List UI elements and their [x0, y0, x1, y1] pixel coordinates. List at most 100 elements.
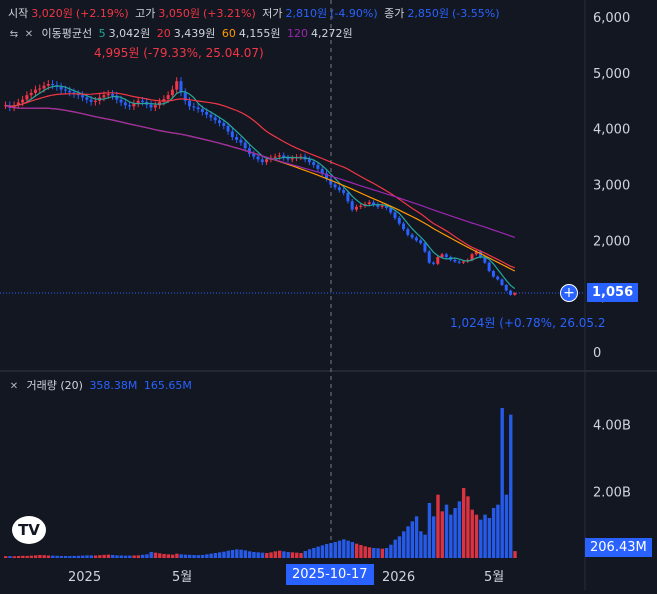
volume-bar — [389, 544, 393, 558]
candle — [51, 84, 55, 86]
candle — [200, 109, 204, 112]
volume-tag: 206.43M — [585, 538, 652, 557]
volume-bar — [444, 504, 449, 558]
ma-5-line — [5, 85, 516, 290]
candle — [290, 158, 294, 160]
candle — [93, 100, 97, 102]
volume-bar — [98, 555, 102, 558]
volume-bar — [230, 550, 235, 558]
volume-bar — [89, 555, 93, 558]
volume-legend: ✕ 거래량 (20) 358.38M 165.65M — [8, 377, 195, 393]
volume-bar — [123, 555, 128, 558]
close-value: 2,850원 — [407, 7, 449, 20]
volume-bar — [286, 552, 290, 558]
candle — [453, 259, 457, 262]
add-alert-plus-icon[interactable]: + — [560, 284, 578, 302]
volume-bar — [329, 543, 333, 558]
volume-bar — [359, 545, 363, 558]
high-label: 고가 — [135, 7, 156, 20]
ma-120-line — [5, 105, 515, 238]
volume-bar — [453, 508, 457, 558]
candle — [483, 257, 487, 263]
high-value: 3,050원 — [158, 7, 200, 20]
volume-bar — [414, 516, 419, 558]
ma-60-line — [5, 105, 516, 272]
candle — [179, 81, 183, 93]
ma-20-period: 20 — [156, 27, 171, 40]
volume-bar — [162, 554, 166, 558]
price-tick-label: 3,000 — [593, 179, 630, 194]
candle — [427, 251, 431, 263]
volume-bar — [128, 555, 132, 558]
open-label: 시작 — [8, 7, 29, 20]
candle — [38, 88, 42, 90]
volume-bar — [265, 553, 269, 558]
volume-bar — [303, 551, 307, 558]
candle — [500, 279, 504, 285]
candle — [16, 102, 20, 106]
volume-bar — [496, 504, 500, 558]
volume-bar — [196, 555, 200, 558]
volume-bar — [106, 554, 111, 558]
volume-bar — [188, 554, 192, 558]
tradingview-logo-icon: TV — [12, 516, 46, 544]
candle — [299, 156, 303, 158]
volume-bar — [192, 555, 196, 558]
volume-bar — [218, 552, 222, 558]
volume-bar — [290, 552, 295, 558]
low-value: 2,810원 — [285, 7, 328, 20]
candle — [68, 90, 72, 93]
candle — [170, 89, 174, 96]
volume-bar — [209, 553, 213, 558]
volume-bar — [8, 556, 12, 558]
link-icon[interactable]: ⇆ — [9, 29, 19, 40]
candle — [320, 168, 324, 174]
candle — [410, 234, 414, 238]
open-change: (+2.19%) — [75, 7, 129, 20]
volume-bar — [170, 554, 175, 558]
candle — [337, 187, 341, 191]
candle — [509, 290, 513, 295]
volume-bar — [380, 548, 385, 558]
volume-bar — [269, 552, 273, 558]
time-tick-label: 2026 — [382, 570, 415, 585]
candle — [252, 153, 256, 157]
candle — [140, 100, 144, 102]
volume-bar — [504, 494, 509, 558]
candle — [243, 142, 247, 149]
volume-bar — [140, 554, 145, 558]
volume-bar — [85, 555, 89, 558]
volume-bar — [513, 551, 517, 558]
volume-bar — [102, 554, 106, 558]
volume-bar — [307, 549, 312, 558]
open-value: 3,020원 — [31, 7, 73, 20]
candle — [312, 162, 316, 165]
close-icon[interactable]: ✕ — [24, 29, 34, 40]
volume-value-2: 165.65M — [143, 379, 192, 392]
candle — [260, 159, 264, 163]
volume-bar — [25, 555, 29, 558]
close-label: 종가 — [384, 7, 405, 20]
ma-60-value: 4,155원 — [238, 27, 281, 40]
volume-bar — [487, 518, 492, 558]
volume-tick-label: 4.00B — [593, 419, 631, 434]
candle — [183, 92, 187, 101]
volume-bar — [42, 555, 46, 558]
volume-bar — [55, 555, 59, 558]
close-icon[interactable]: ✕ — [9, 381, 19, 392]
candle — [346, 192, 350, 202]
candle — [265, 159, 269, 163]
candle — [325, 173, 328, 179]
volume-bar — [277, 550, 282, 558]
volume-bar — [491, 508, 496, 558]
volume-bar — [273, 551, 278, 558]
candle — [307, 159, 311, 163]
volume-bar — [256, 552, 260, 558]
volume-bar — [419, 531, 423, 558]
candle — [59, 86, 63, 90]
candle — [414, 237, 418, 241]
candle — [496, 276, 500, 280]
candle — [111, 94, 114, 96]
